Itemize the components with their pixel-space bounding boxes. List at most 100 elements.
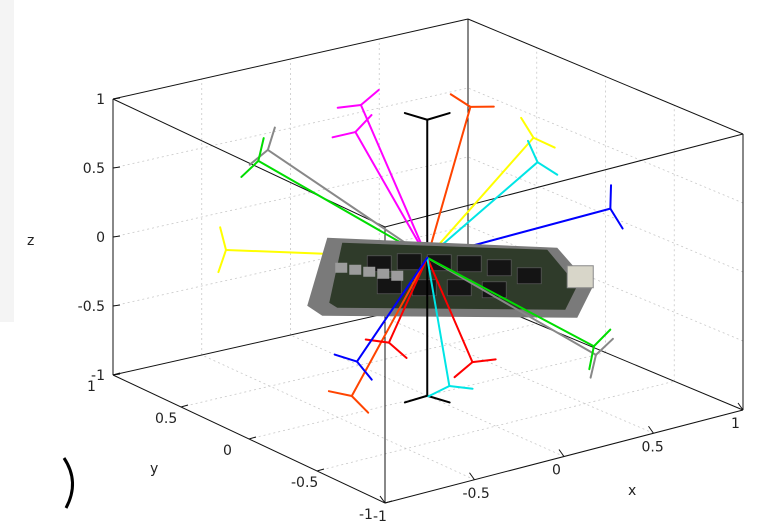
y-tick [180,404,189,408]
vector-shaft [266,148,429,259]
z-tick-label: -1 [91,368,105,384]
vector-fork-b [217,248,228,274]
z-tick [112,97,121,100]
board-connector [335,262,348,273]
vector-mark [364,256,429,359]
wall-grid-line [112,156,469,238]
x-tick-label: 0 [552,463,561,479]
x-tick-label: 0.5 [642,439,664,455]
vector-fork-b [350,395,370,414]
vector-fork-b [526,139,539,164]
y-tick-label: -1 [359,507,373,522]
z-tick-label: 1 [96,92,105,108]
box-top-edge [112,98,386,228]
vector-mark [426,93,495,259]
vector-shaft [354,131,429,259]
bracket-glyph [62,457,74,509]
board-chip [396,253,422,271]
y-tick-label: 1 [87,379,96,395]
vector-fork-b [240,159,260,178]
vector-mark [336,88,429,259]
vector-mark [331,114,429,259]
vector-mark [403,256,451,404]
z-tick [112,235,121,238]
vector-shaft [426,161,539,259]
vector-fork-b [426,394,451,404]
floor-grid-line [180,323,537,408]
vector-fork-a [359,88,380,106]
vector-mark [327,256,429,414]
box-top-edge [384,133,744,228]
board-chip [446,279,472,297]
board-connector [377,268,390,279]
vector-fork-b [448,384,474,390]
vector-shaft [426,256,474,364]
vector-mark [248,126,429,259]
x-tick-label: -1 [373,509,387,522]
vector-mark [426,256,497,379]
vector-fork-b [387,341,408,359]
z-tick-label: 0 [96,230,105,246]
floor-grid-line [316,380,675,472]
vector-shaft [350,256,429,398]
vector-fork-a [257,137,265,162]
x-tick [648,425,654,434]
vector-mark [426,256,474,398]
vector-mark [426,256,614,379]
vector-shaft [426,256,451,387]
y-tick [384,500,393,504]
board-connector [363,266,376,277]
vector-fork-b [355,360,373,381]
vector-fork-a [427,384,451,398]
circuit-board-image [307,237,594,318]
y-tick [248,436,257,440]
vector-fork-a [219,226,228,251]
vector-shaft [426,256,597,356]
wall-grid-line [112,225,469,307]
board-chip [411,279,437,297]
vector-fork-a [532,136,556,149]
x-tick [558,449,565,457]
vector-fork-a [426,112,451,121]
vector-shaft [426,256,595,348]
board-chip [456,255,482,273]
y-axis-label: y [150,461,158,477]
z-tick [112,373,121,376]
vector-fork-b [471,358,497,364]
z-tick-label: 0.5 [83,161,105,177]
vector-fork-b [594,337,614,356]
x-tick-label: -0.5 [463,486,490,502]
vector-fork-a [453,361,474,379]
x-tick [379,495,386,504]
z-axis-label: z [27,233,34,249]
vector-fork-a [589,353,597,379]
x-axis-label: x [628,483,636,499]
box-top-edge [467,18,744,135]
x-tick [469,472,475,481]
board-socket [566,265,594,289]
z-tick [112,166,121,169]
vector-mark [403,112,451,259]
vector-fork-a [588,345,595,371]
vector-shaft [426,136,535,259]
vector-fork-a [327,390,353,398]
x-tick [737,402,744,411]
wall-grid-line [112,87,469,169]
vector-fork-b [592,328,612,348]
x-tick-label: 1 [731,416,740,432]
vector-fork-a [354,114,373,134]
board-chip [486,259,512,277]
vector-fork-a [609,207,624,230]
vector-shaft [387,256,429,344]
vector-shaft [359,103,429,259]
box-top-edge [112,18,469,100]
vector-fork-a [364,338,390,344]
vector-fork-a [266,126,276,151]
vector-shaft [355,256,429,363]
vector-mark [426,256,612,371]
vector-fork-a [536,161,559,176]
board-chip [516,267,542,285]
y-tick-label: 0 [223,443,232,459]
